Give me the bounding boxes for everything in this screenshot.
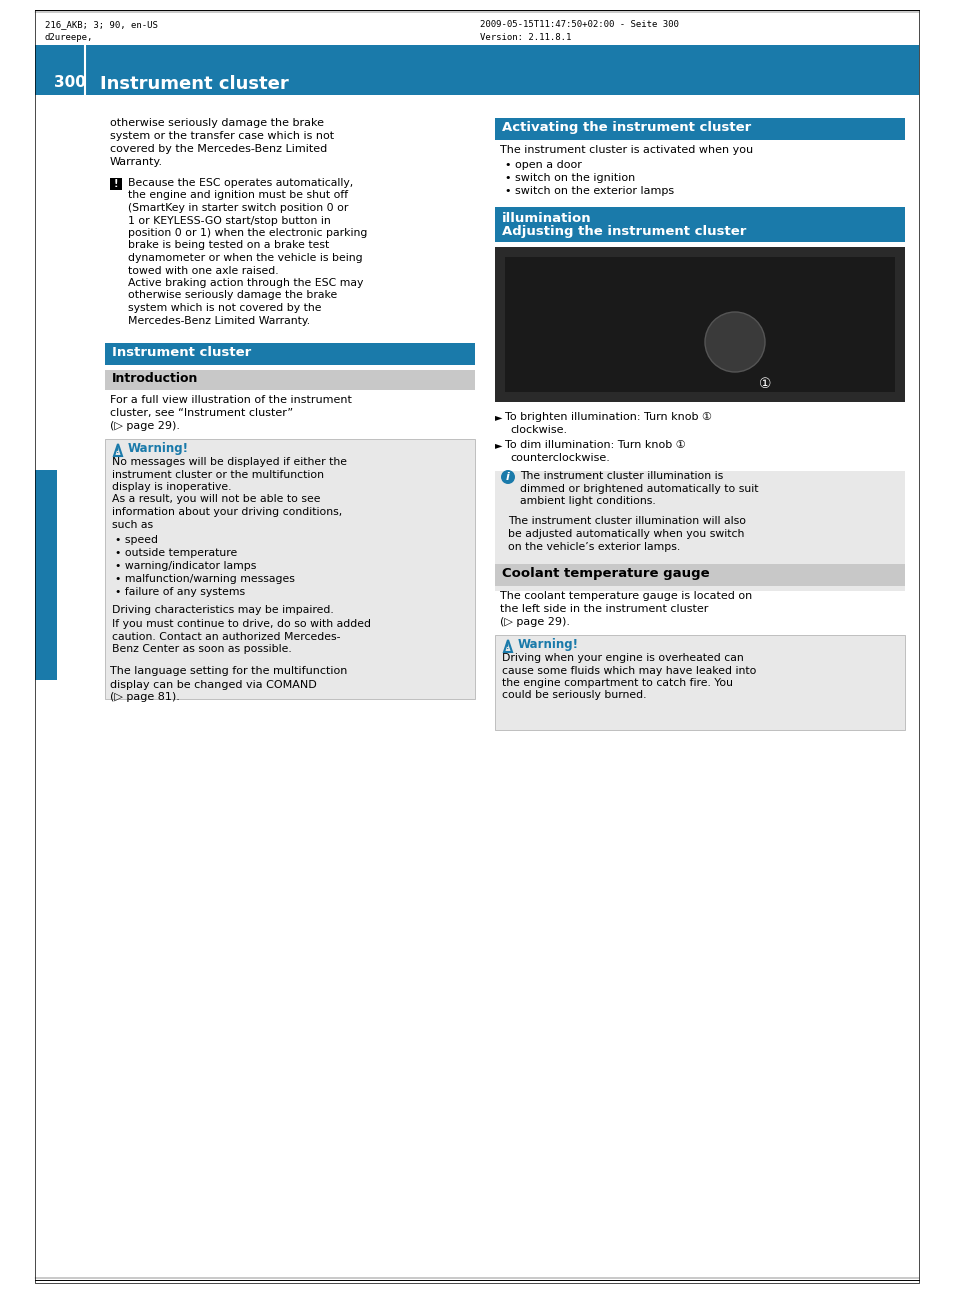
- Text: otherwise seriously damage the brake: otherwise seriously damage the brake: [110, 118, 324, 128]
- Text: Coolant temperature gauge: Coolant temperature gauge: [501, 568, 709, 581]
- Text: the engine and ignition must be shut off: the engine and ignition must be shut off: [128, 190, 348, 201]
- Text: (▷ page 29).: (▷ page 29).: [499, 617, 569, 628]
- Text: display can be changed via COMAND: display can be changed via COMAND: [110, 679, 316, 690]
- Text: Warning!: Warning!: [128, 443, 189, 455]
- Circle shape: [500, 470, 515, 484]
- Text: (SmartKey in starter switch position 0 or: (SmartKey in starter switch position 0 o…: [128, 203, 348, 214]
- Text: !: !: [113, 179, 118, 189]
- Text: Version: 2.11.8.1: Version: 2.11.8.1: [479, 34, 571, 41]
- Text: instrument cluster or the multifunction: instrument cluster or the multifunction: [112, 470, 324, 480]
- Text: display is inoperative.: display is inoperative.: [112, 481, 232, 492]
- Text: Active braking action through the ESC may: Active braking action through the ESC ma…: [128, 278, 363, 289]
- Bar: [105, 439, 475, 699]
- Bar: [35, 470, 57, 681]
- Text: No messages will be displayed if either the: No messages will be displayed if either …: [112, 457, 347, 467]
- Text: If you must continue to drive, do so with added: If you must continue to drive, do so wit…: [112, 619, 371, 629]
- Text: Because the ESC operates automatically,: Because the ESC operates automatically,: [128, 179, 353, 188]
- Text: 300: 300: [54, 75, 86, 91]
- Text: 1 or KEYLESS-GO start/stop button in: 1 or KEYLESS-GO start/stop button in: [128, 216, 331, 225]
- Text: caution. Contact an authorized Mercedes-: caution. Contact an authorized Mercedes-: [112, 631, 340, 642]
- Text: 216_AKB; 3; 90, en-US: 216_AKB; 3; 90, en-US: [45, 19, 157, 28]
- Text: on the vehicle’s exterior lamps.: on the vehicle’s exterior lamps.: [507, 541, 679, 551]
- Text: ①: ①: [758, 377, 770, 391]
- Text: dynamometer or when the vehicle is being: dynamometer or when the vehicle is being: [128, 254, 362, 263]
- Text: counterclockwise.: counterclockwise.: [510, 453, 609, 463]
- Text: Benz Center as soon as possible.: Benz Center as soon as possible.: [112, 644, 292, 653]
- Bar: [495, 207, 904, 242]
- Text: • failure of any systems: • failure of any systems: [115, 587, 245, 597]
- Text: Introduction: Introduction: [112, 371, 198, 384]
- Bar: [110, 179, 122, 190]
- Text: !: !: [506, 644, 509, 650]
- Text: Instrument cluster: Instrument cluster: [100, 75, 289, 93]
- Text: !: !: [116, 448, 119, 454]
- Text: ►: ►: [495, 440, 502, 450]
- Text: To dim illumination: Turn knob ①: To dim illumination: Turn knob ①: [504, 440, 685, 450]
- Text: i: i: [505, 472, 510, 481]
- Text: otherwise seriously damage the brake: otherwise seriously damage the brake: [128, 290, 337, 300]
- Text: be adjusted automatically when you switch: be adjusted automatically when you switc…: [507, 529, 743, 540]
- Text: ►: ►: [495, 411, 502, 422]
- Text: • switch on the exterior lamps: • switch on the exterior lamps: [504, 186, 674, 195]
- Text: Activating the instrument cluster: Activating the instrument cluster: [501, 122, 750, 135]
- Text: system or the transfer case which is not: system or the transfer case which is not: [110, 131, 334, 141]
- Text: (▷ page 81).: (▷ page 81).: [110, 692, 180, 703]
- Bar: [105, 176, 475, 338]
- Text: Controls in detail: Controls in detail: [39, 518, 52, 633]
- Text: towed with one axle raised.: towed with one axle raised.: [128, 265, 278, 276]
- Text: Adjusting the instrument cluster: Adjusting the instrument cluster: [501, 224, 745, 238]
- Text: such as: such as: [112, 519, 153, 529]
- Text: cluster, see “Instrument cluster”: cluster, see “Instrument cluster”: [110, 408, 293, 418]
- Text: The instrument cluster is activated when you: The instrument cluster is activated when…: [499, 145, 752, 155]
- Text: system which is not covered by the: system which is not covered by the: [128, 303, 321, 313]
- Bar: [105, 370, 475, 389]
- Bar: [495, 247, 904, 402]
- Bar: [35, 45, 918, 94]
- Text: • switch on the ignition: • switch on the ignition: [504, 173, 635, 182]
- Text: 2009-05-15T11:47:50+02:00 - Seite 300: 2009-05-15T11:47:50+02:00 - Seite 300: [479, 19, 679, 28]
- Text: The coolant temperature gauge is located on: The coolant temperature gauge is located…: [499, 591, 752, 600]
- Text: For a full view illustration of the instrument: For a full view illustration of the inst…: [110, 395, 352, 405]
- Text: • speed: • speed: [115, 534, 158, 545]
- Text: covered by the Mercedes-Benz Limited: covered by the Mercedes-Benz Limited: [110, 144, 327, 154]
- Text: information about your driving conditions,: information about your driving condition…: [112, 507, 342, 518]
- Text: Warning!: Warning!: [517, 638, 578, 651]
- Text: cause some fluids which may have leaked into: cause some fluids which may have leaked …: [501, 665, 756, 675]
- Text: The instrument cluster illumination is: The instrument cluster illumination is: [519, 471, 722, 481]
- Text: the left side in the instrument cluster: the left side in the instrument cluster: [499, 604, 708, 613]
- Text: position 0 or 1) when the electronic parking: position 0 or 1) when the electronic par…: [128, 228, 367, 238]
- Text: Instrument cluster: Instrument cluster: [112, 345, 251, 358]
- Text: clockwise.: clockwise.: [510, 424, 566, 435]
- Text: dimmed or brightened automatically to suit: dimmed or brightened automatically to su…: [519, 484, 758, 493]
- Text: could be seriously burned.: could be seriously burned.: [501, 691, 646, 700]
- Text: • malfunction/warning messages: • malfunction/warning messages: [115, 575, 294, 584]
- Bar: [504, 258, 894, 392]
- Bar: [105, 343, 475, 365]
- Text: ambient light conditions.: ambient light conditions.: [519, 496, 655, 506]
- Text: Driving when your engine is overheated can: Driving when your engine is overheated c…: [501, 653, 743, 663]
- Text: Mercedes-Benz Limited Warranty.: Mercedes-Benz Limited Warranty.: [128, 316, 310, 326]
- Bar: [495, 564, 904, 586]
- Bar: [495, 635, 904, 730]
- Text: brake is being tested on a brake test: brake is being tested on a brake test: [128, 241, 329, 251]
- Text: Warranty.: Warranty.: [110, 157, 163, 167]
- Text: • open a door: • open a door: [504, 160, 581, 170]
- Circle shape: [704, 312, 764, 371]
- Text: d2ureepe,: d2ureepe,: [45, 34, 93, 41]
- Text: the engine compartment to catch fire. You: the engine compartment to catch fire. Yo…: [501, 678, 732, 688]
- Text: • warning/indicator lamps: • warning/indicator lamps: [115, 562, 256, 571]
- Bar: [495, 118, 904, 140]
- Text: • outside temperature: • outside temperature: [115, 547, 237, 558]
- Text: The instrument cluster illumination will also: The instrument cluster illumination will…: [507, 516, 745, 527]
- Text: As a result, you will not be able to see: As a result, you will not be able to see: [112, 494, 320, 505]
- Text: (▷ page 29).: (▷ page 29).: [110, 421, 180, 431]
- Text: The language setting for the multifunction: The language setting for the multifuncti…: [110, 666, 347, 677]
- Text: Driving characteristics may be impaired.: Driving characteristics may be impaired.: [112, 606, 334, 615]
- Bar: [495, 471, 904, 591]
- Text: illumination: illumination: [501, 211, 591, 224]
- Text: To brighten illumination: Turn knob ①: To brighten illumination: Turn knob ①: [504, 411, 711, 422]
